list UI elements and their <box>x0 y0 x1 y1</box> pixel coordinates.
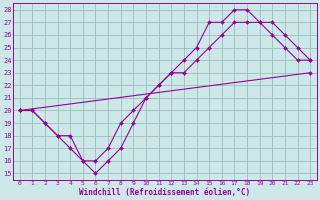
X-axis label: Windchill (Refroidissement éolien,°C): Windchill (Refroidissement éolien,°C) <box>79 188 251 197</box>
